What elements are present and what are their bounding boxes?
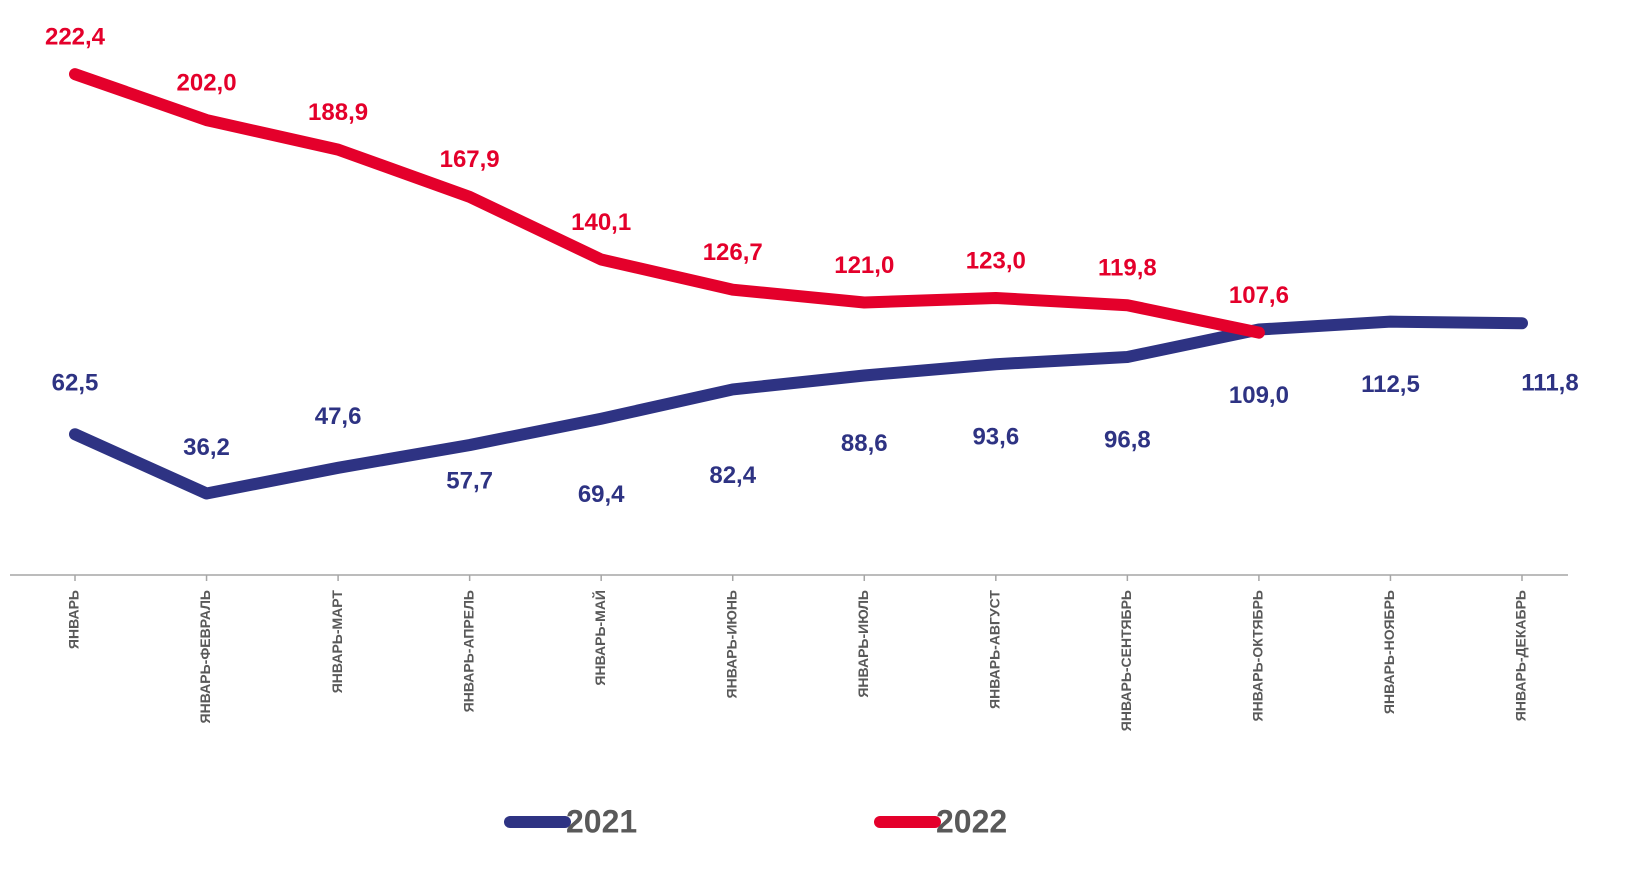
- series-line: [69, 68, 1265, 339]
- data-label: 47,6: [315, 403, 362, 430]
- data-label: 88,6: [841, 430, 888, 457]
- data-label: 167,9: [440, 146, 500, 173]
- data-label: 140,1: [571, 209, 631, 236]
- data-label: 121,0: [834, 252, 894, 279]
- x-tick-label: ЯНВАРЬ-ИЮЛЬ: [855, 590, 871, 698]
- data-label: 82,4: [709, 462, 756, 489]
- data-label: 126,7: [703, 239, 763, 266]
- legend-label: 2021: [566, 803, 637, 839]
- data-label: 112,5: [1361, 371, 1420, 398]
- series-line: [69, 315, 1528, 500]
- x-tick-label: ЯНВАРЬ-СЕНТЯБРЬ: [1118, 590, 1134, 731]
- x-tick-label: ЯНВАРЬ-АПРЕЛЬ: [460, 590, 476, 712]
- legend-label: 2022: [936, 803, 1007, 839]
- data-label: 62,5: [52, 370, 99, 397]
- data-label: 57,7: [446, 467, 493, 494]
- data-label: 111,8: [1521, 370, 1578, 397]
- data-label: 107,6: [1229, 282, 1289, 309]
- data-label: 69,4: [578, 481, 625, 508]
- data-label: 222,4: [45, 23, 106, 50]
- x-tick-label: ЯНВАРЬ-МАЙ: [591, 590, 608, 686]
- x-tick-label: ЯНВАРЬ: [66, 590, 82, 649]
- data-label: 119,8: [1098, 255, 1157, 282]
- x-tick-label: ЯНВАРЬ-АВГУСТ: [987, 590, 1003, 709]
- data-label: 188,9: [308, 99, 368, 126]
- data-label: 202,0: [177, 69, 237, 96]
- x-tick-label: ЯНВАРЬ-ДЕКАБРЬ: [1513, 590, 1529, 721]
- data-label: 36,2: [183, 434, 230, 461]
- x-tick-label: ЯНВАРЬ-МАРТ: [329, 590, 345, 694]
- data-label: 93,6: [972, 424, 1019, 451]
- x-tick-label: ЯНВАРЬ-ИЮНЬ: [723, 590, 739, 698]
- x-tick-label: ЯНВАРЬ-ФЕВРАЛЬ: [197, 590, 213, 723]
- data-label: 123,0: [966, 247, 1026, 274]
- data-label: 109,0: [1229, 382, 1289, 409]
- x-tick-label: ЯНВАРЬ-НОЯБРЬ: [1381, 590, 1397, 714]
- data-label: 96,8: [1104, 426, 1151, 453]
- x-tick-label: ЯНВАРЬ-ОКТЯБРЬ: [1250, 590, 1266, 721]
